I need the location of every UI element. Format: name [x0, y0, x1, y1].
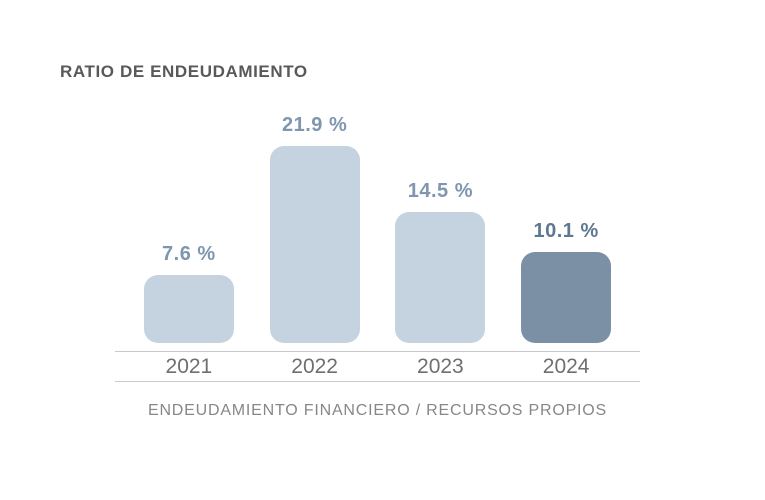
bar-value-label: 7.6 % — [162, 243, 216, 265]
bar-value-label: 14.5 % — [407, 180, 473, 202]
bar-group-2024: 10.1 % — [503, 220, 629, 343]
chart-title: RATIO DE ENDEUDAMIENTO — [60, 62, 308, 81]
bar-group-2021: 7.6 % — [126, 243, 252, 343]
bar-group-2022: 21.9 % — [252, 114, 378, 343]
axis-label-2023: 2023 — [417, 354, 464, 378]
axis-label-2024: 2024 — [542, 354, 590, 378]
bar — [143, 275, 234, 343]
axis-bottom-line — [115, 381, 640, 382]
bar-value-label: 10.1 % — [533, 220, 599, 242]
bar-group-2023: 14.5 % — [378, 180, 504, 343]
x-axis-line — [115, 351, 640, 352]
bar — [269, 146, 360, 343]
bars-row: 7.6 % 21.9 % 14.5 % 10.1 % — [115, 114, 640, 343]
bar — [521, 252, 612, 343]
bar — [395, 212, 486, 343]
axis-label-2022: 2022 — [291, 354, 338, 378]
chart-caption: ENDEUDAMIENTO FINANCIERO / RECURSOS PROP… — [147, 402, 608, 419]
axis-label-2021: 2021 — [165, 354, 213, 378]
bar-value-label: 21.9 % — [281, 114, 348, 136]
axis-labels-row: 2021 2022 2023 2024 — [115, 353, 640, 380]
